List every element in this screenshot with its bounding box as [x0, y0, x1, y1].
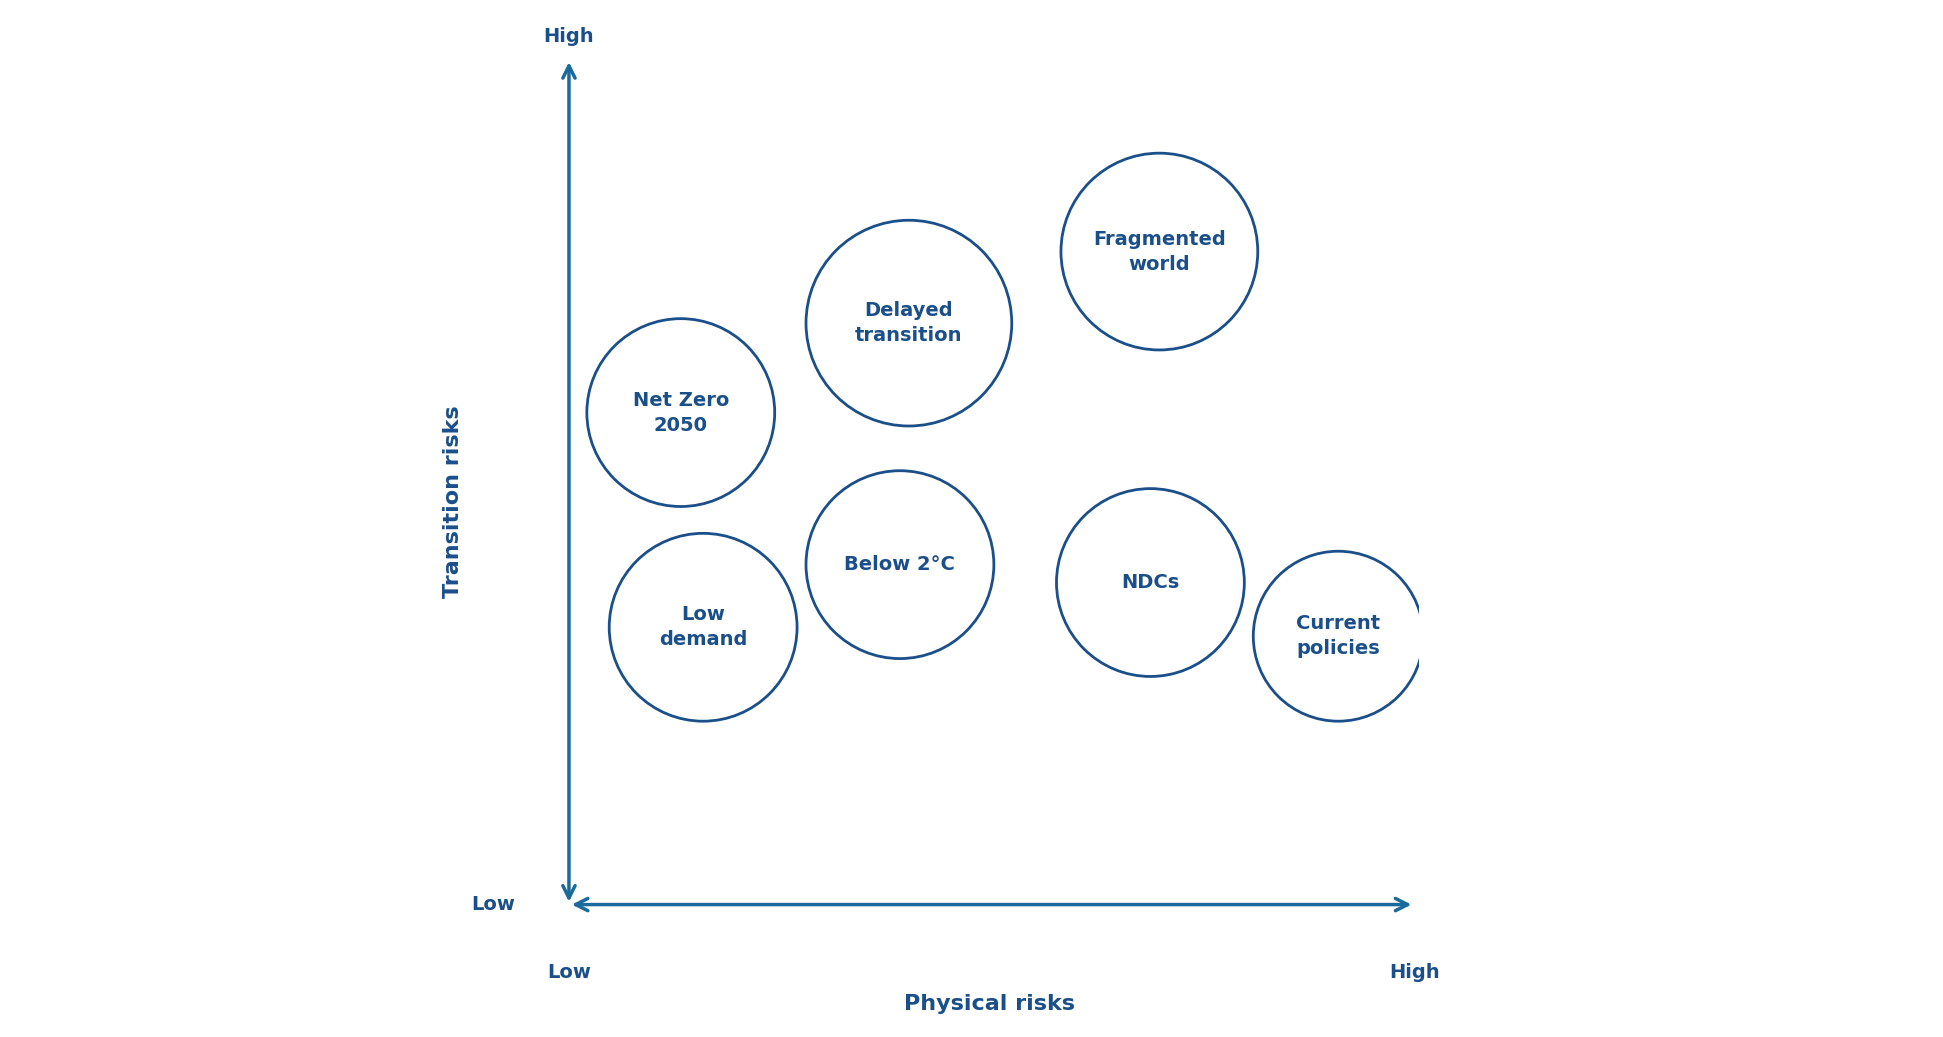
Text: Transition risks: Transition risks [443, 405, 462, 598]
Text: Low: Low [472, 895, 515, 914]
Text: High: High [1389, 962, 1440, 982]
Text: Physical risks: Physical risks [903, 994, 1074, 1014]
Text: High: High [544, 27, 595, 46]
Text: Low
demand: Low demand [659, 606, 748, 649]
Text: Net Zero
2050: Net Zero 2050 [633, 391, 729, 435]
Text: NDCs: NDCs [1121, 573, 1179, 592]
Text: Fragmented
world: Fragmented world [1094, 229, 1226, 274]
Text: Low: Low [548, 962, 591, 982]
Text: Current
policies: Current policies [1296, 614, 1380, 658]
Text: Delayed
transition: Delayed transition [855, 301, 962, 345]
Text: Below 2°C: Below 2°C [845, 555, 956, 574]
